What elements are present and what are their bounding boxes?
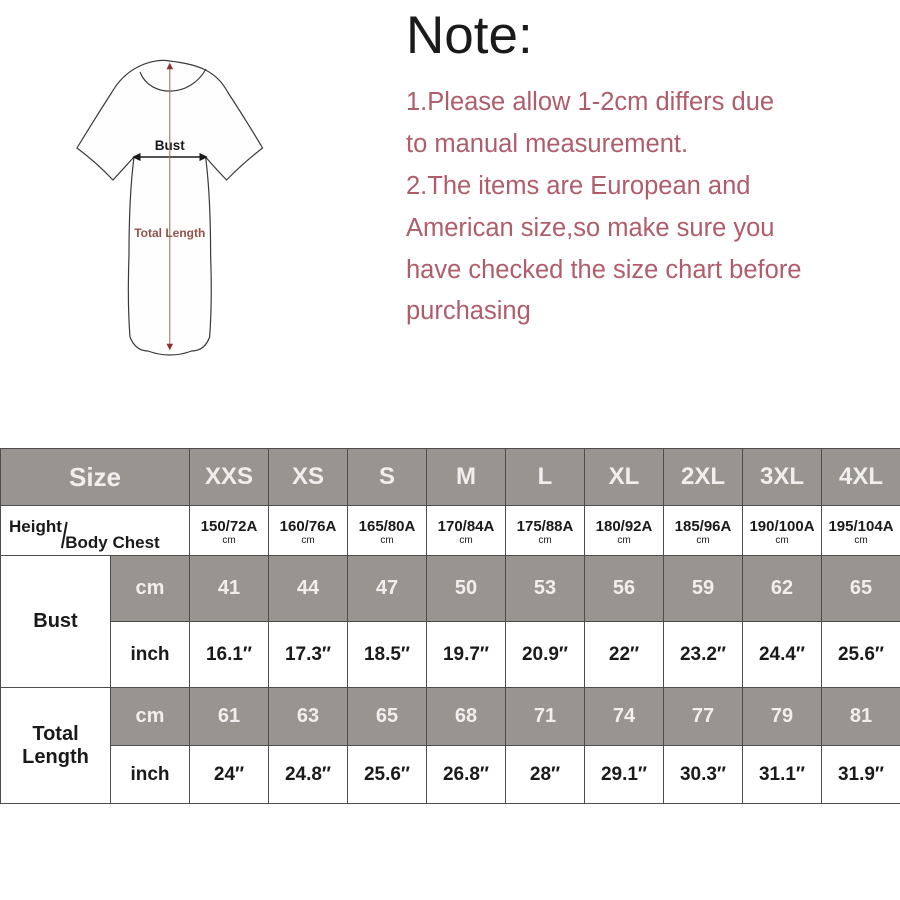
svg-text:Total Length: Total Length bbox=[134, 226, 205, 240]
